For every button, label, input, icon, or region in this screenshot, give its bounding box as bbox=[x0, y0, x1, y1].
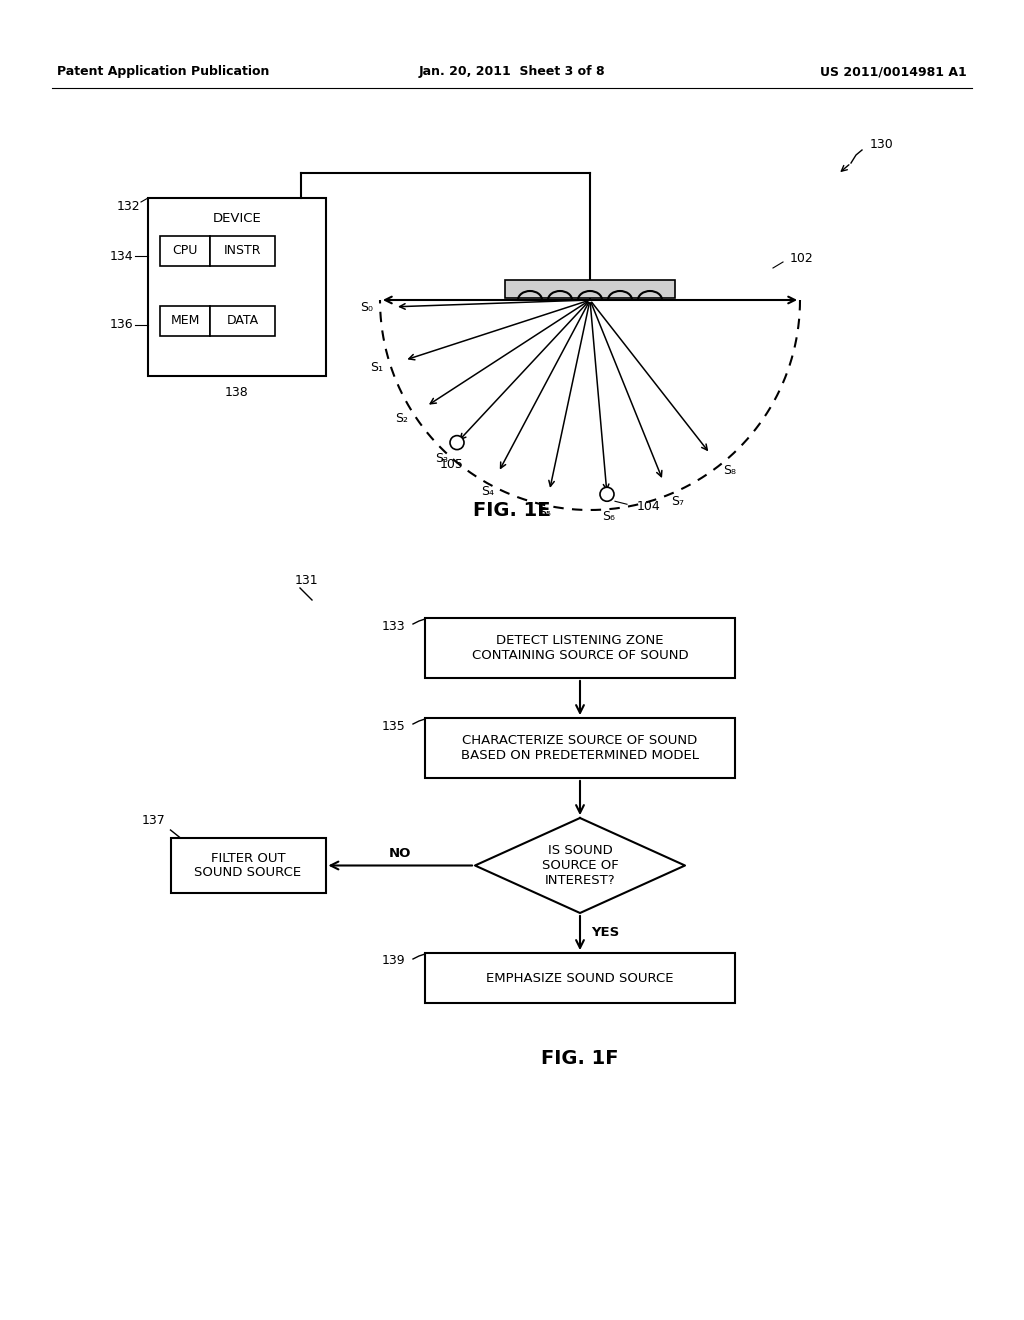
Text: CHARACTERIZE SOURCE OF SOUND
BASED ON PREDETERMINED MODEL: CHARACTERIZE SOURCE OF SOUND BASED ON PR… bbox=[461, 734, 699, 762]
Text: 131: 131 bbox=[295, 573, 318, 586]
Text: 133: 133 bbox=[381, 619, 406, 632]
Text: CPU: CPU bbox=[172, 244, 198, 257]
Text: 136: 136 bbox=[110, 318, 133, 331]
Text: Jan. 20, 2011  Sheet 3 of 8: Jan. 20, 2011 Sheet 3 of 8 bbox=[419, 66, 605, 78]
Bar bbox=[160, 236, 210, 267]
Circle shape bbox=[600, 487, 614, 502]
Bar bbox=[425, 718, 735, 777]
Text: 105: 105 bbox=[440, 458, 464, 471]
Text: 132: 132 bbox=[117, 201, 140, 213]
Text: 134: 134 bbox=[110, 249, 133, 263]
Text: IS SOUND
SOURCE OF
INTEREST?: IS SOUND SOURCE OF INTEREST? bbox=[542, 843, 618, 887]
Text: S₇: S₇ bbox=[672, 495, 684, 508]
Bar bbox=[210, 306, 275, 337]
Circle shape bbox=[450, 436, 464, 450]
Text: 102: 102 bbox=[790, 252, 814, 264]
Text: NO: NO bbox=[389, 847, 412, 861]
Text: YES: YES bbox=[591, 927, 620, 940]
Text: S₈: S₈ bbox=[724, 465, 736, 478]
Text: 139: 139 bbox=[381, 954, 406, 968]
Text: INSTR: INSTR bbox=[224, 244, 261, 257]
Text: MEM: MEM bbox=[170, 314, 200, 327]
Bar bbox=[160, 306, 210, 337]
Text: S₆: S₆ bbox=[602, 510, 615, 523]
Text: DATA: DATA bbox=[226, 314, 259, 327]
Text: FIG. 1F: FIG. 1F bbox=[542, 1048, 618, 1068]
Bar bbox=[148, 198, 326, 376]
Text: FIG. 1E: FIG. 1E bbox=[473, 500, 551, 520]
Text: DETECT LISTENING ZONE
CONTAINING SOURCE OF SOUND: DETECT LISTENING ZONE CONTAINING SOURCE … bbox=[472, 634, 688, 663]
Text: S₀: S₀ bbox=[360, 301, 373, 314]
Text: 130: 130 bbox=[870, 139, 894, 152]
Text: FILTER OUT
SOUND SOURCE: FILTER OUT SOUND SOURCE bbox=[195, 851, 301, 879]
Text: EMPHASIZE SOUND SOURCE: EMPHASIZE SOUND SOURCE bbox=[486, 972, 674, 985]
Text: Patent Application Publication: Patent Application Publication bbox=[57, 66, 269, 78]
Text: S₂: S₂ bbox=[395, 412, 408, 425]
Bar bbox=[425, 618, 735, 678]
Text: DEVICE: DEVICE bbox=[213, 211, 261, 224]
Bar bbox=[210, 236, 275, 267]
Text: 135: 135 bbox=[381, 719, 406, 733]
Text: S₅: S₅ bbox=[539, 506, 551, 519]
Text: 137: 137 bbox=[141, 813, 166, 826]
Bar bbox=[425, 953, 735, 1003]
Bar bbox=[505, 280, 675, 298]
Bar bbox=[171, 838, 326, 894]
Text: S₄: S₄ bbox=[481, 484, 495, 498]
Text: US 2011/0014981 A1: US 2011/0014981 A1 bbox=[820, 66, 967, 78]
Text: S₃: S₃ bbox=[435, 453, 449, 465]
Text: S₁: S₁ bbox=[371, 360, 384, 374]
Text: 104: 104 bbox=[637, 500, 660, 512]
Text: 138: 138 bbox=[225, 385, 249, 399]
